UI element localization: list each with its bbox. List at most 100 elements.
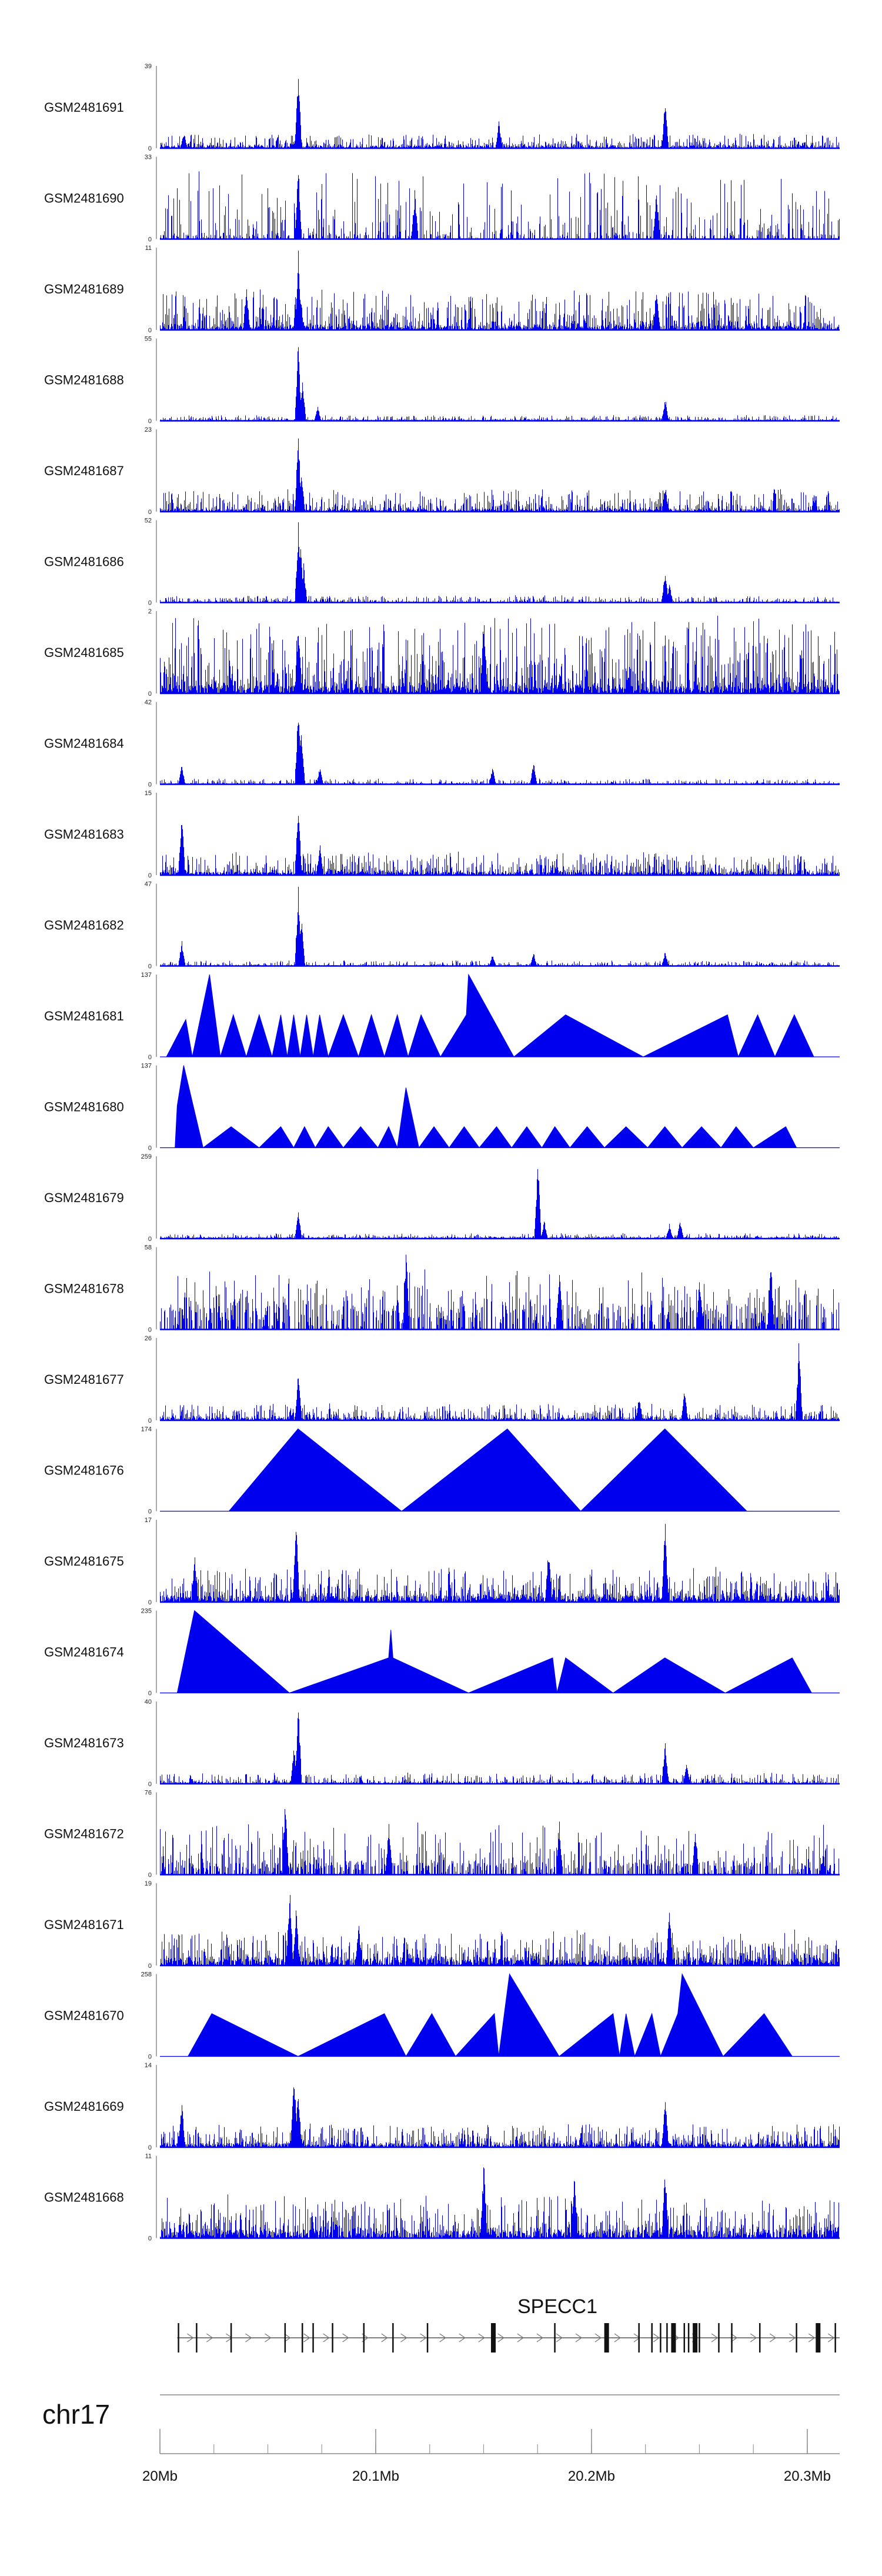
y-tick-zero: 0 [148,509,152,516]
strand-arrow [265,2333,272,2343]
coverage-signal [160,171,840,239]
coverage-area [176,1610,813,1694]
y-tick-zero: 0 [148,1872,152,1879]
track-GSM2481677: GSM2481677 26 0 [44,1335,840,1424]
y-tick-max: 137 [141,1063,152,1070]
strand-arrow [381,2333,388,2343]
y-tick-max: 39 [145,63,152,70]
y-tick-max: 47 [145,881,152,888]
track-label: GSM2481670 [44,2008,124,2023]
gene-exon [426,2323,429,2353]
gene-exon [671,2323,676,2353]
strand-arrow [517,2333,524,2343]
y-tick-zero: 0 [148,2144,152,2151]
y-tick-max: 2 [148,608,152,615]
track-label: GSM2481688 [44,373,124,388]
genome-axis: chr17 20Mb 20.1Mb 20.2Mb 20.3Mb [42,2394,840,2484]
y-tick-max: 33 [145,154,152,161]
track-GSM2481679: GSM2481679 259 0 [44,1153,840,1243]
strand-arrow [827,2333,835,2343]
strand-arrow [750,2333,757,2343]
x-tick-label: 20.2Mb [568,2468,615,2484]
y-tick-max: 23 [145,426,152,433]
track-label: GSM2481682 [44,918,124,933]
strand-arrow [594,2333,602,2343]
gene-exon [796,2323,797,2353]
y-tick-max: 259 [141,1153,152,1160]
track-GSM2481676: GSM2481676 174 0 [44,1426,840,1516]
coverage-tracks: GSM2481691390GSM2481690330GSM2481689110G… [44,63,840,2243]
track-GSM2481691: GSM2481691 39 0 [44,63,840,152]
gene-exon [759,2323,761,2353]
strand-arrow [789,2333,796,2343]
track-label: GSM2481683 [44,827,124,842]
x-tick-label: 20Mb [142,2468,178,2484]
gene-exon [312,2323,314,2353]
coverage-signal [160,438,840,512]
coverage-signal [160,251,839,330]
y-tick-max: 19 [145,1880,152,1887]
track-GSM2481681: GSM2481681 137 0 [44,972,840,1061]
track-label: GSM2481673 [44,1736,124,1750]
coverage-signal [160,79,839,148]
strand-arrow [730,2333,738,2343]
y-tick-zero: 0 [148,690,152,698]
gene-exon [604,2323,609,2353]
y-tick-max: 14 [145,2062,152,2069]
track-GSM2481685: GSM2481685 2 0 [44,608,840,698]
gene-exon [196,2323,198,2353]
gene-exon [301,2323,303,2353]
coverage-signal [160,1712,840,1784]
track-GSM2481674: GSM2481674 235 0 [44,1608,840,1697]
y-tick-max: 11 [145,2153,152,2160]
y-tick-max: 15 [145,790,152,797]
coverage-area [166,973,814,1058]
track-GSM2481684: GSM2481684 42 0 [44,699,840,789]
strand-arrow [808,2333,816,2343]
y-tick-max: 26 [145,1335,152,1342]
coverage-signal [160,522,838,603]
strand-arrow [187,2333,194,2343]
track-label: GSM2481684 [44,736,124,751]
x-tick-label: 20.1Mb [352,2468,399,2484]
y-tick-zero: 0 [148,600,152,607]
track-label: GSM2481675 [44,1554,124,1569]
gene-exon [332,2323,333,2353]
gene-exon [392,2323,394,2353]
track-GSM2481682: GSM2481682 47 0 [44,881,840,970]
coverage-signal [160,347,840,421]
y-tick-max: 52 [145,518,152,525]
y-tick-max: 40 [145,1699,152,1706]
y-tick-max: 258 [141,1971,152,1978]
y-tick-zero: 0 [148,2235,152,2243]
y-tick-zero: 0 [148,872,152,879]
strand-arrow [284,2333,291,2343]
y-tick-zero: 0 [148,1781,152,1788]
track-label: GSM2481689 [44,282,124,296]
strand-arrow [245,2333,252,2343]
gene-exon [834,2323,836,2353]
chromosome-label: chr17 [42,2399,110,2430]
track-GSM2481689: GSM2481689 11 0 [44,245,840,334]
track-GSM2481673: GSM2481673 40 0 [44,1699,840,1788]
gene-exon [666,2323,668,2353]
strand-arrow [575,2333,583,2343]
coverage-signal [160,2167,840,2238]
coverage-area [166,1065,797,1149]
gene-exon [699,2323,700,2353]
coverage-signal [160,722,840,785]
y-tick-zero: 0 [148,1963,152,1970]
strand-arrow [439,2333,446,2343]
strand-arrow [226,2333,233,2343]
y-tick-max: 55 [145,336,152,343]
x-tick-label: 20.3Mb [784,2468,831,2484]
track-label: GSM2481686 [44,555,124,569]
track-GSM2481683: GSM2481683 15 0 [44,790,840,879]
y-tick-zero: 0 [148,236,152,243]
gene-exon [178,2323,179,2353]
track-label: GSM2481671 [44,1917,124,1932]
y-tick-zero: 0 [148,327,152,334]
gene-exon [683,2323,686,2353]
y-tick-zero: 0 [148,1417,152,1424]
track-label: GSM2481691 [44,100,124,115]
